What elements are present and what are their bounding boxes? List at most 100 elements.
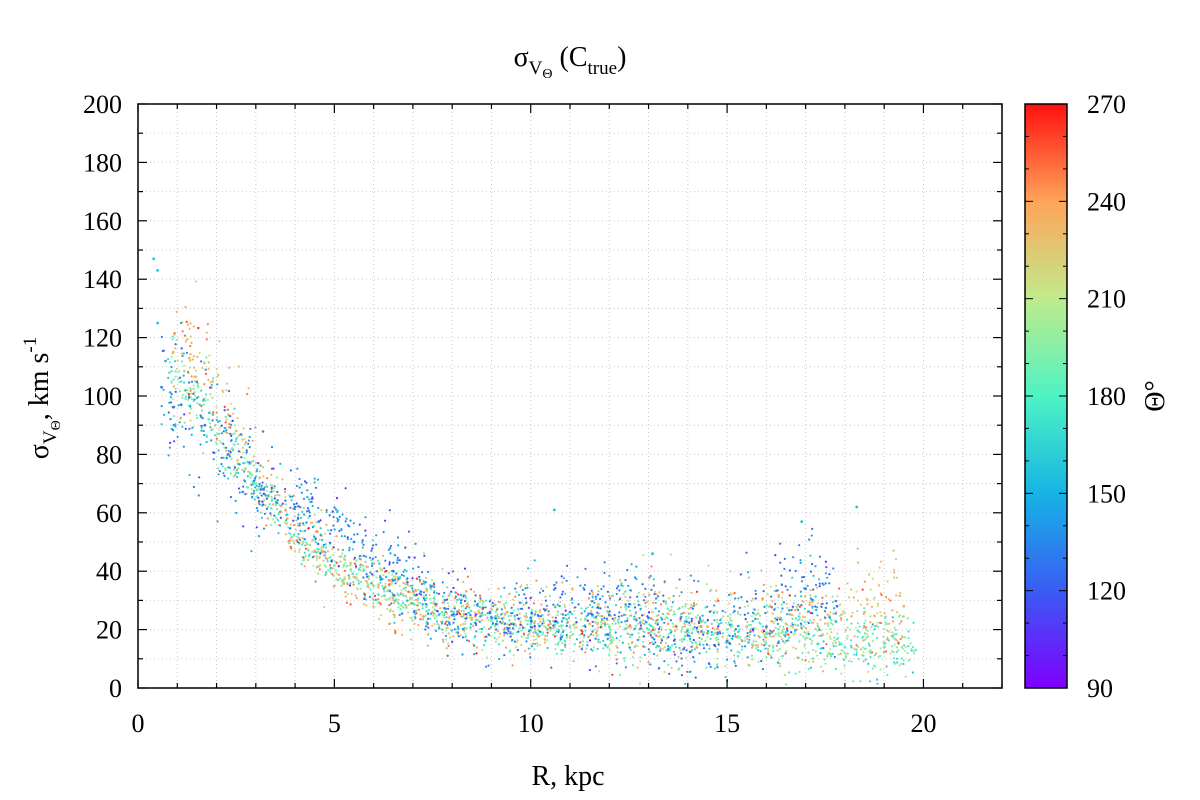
- data-point: [724, 611, 727, 614]
- data-point: [339, 577, 342, 580]
- data-point: [533, 628, 536, 631]
- data-point: [253, 498, 256, 501]
- data-point: [821, 602, 824, 606]
- data-point: [729, 592, 732, 595]
- data-point: [643, 631, 646, 634]
- data-point: [233, 407, 236, 410]
- data-point: [824, 582, 827, 585]
- data-point: [584, 651, 587, 654]
- data-point: [525, 615, 528, 618]
- data-point: [902, 615, 905, 618]
- data-point: [433, 596, 436, 599]
- data-point: [740, 638, 743, 641]
- data-point: [494, 640, 497, 643]
- data-point: [296, 516, 299, 519]
- data-point: [733, 654, 736, 657]
- data-point: [220, 432, 223, 435]
- data-point: [627, 599, 630, 603]
- data-point: [799, 633, 802, 636]
- data-point: [411, 577, 414, 580]
- data-point: [556, 627, 559, 631]
- data-point: [223, 446, 226, 449]
- data-point: [361, 539, 364, 542]
- data-point: [679, 649, 682, 652]
- colorbar-tick-label: 150: [1087, 479, 1126, 508]
- data-point: [156, 269, 160, 272]
- data-point: [352, 580, 355, 584]
- data-point: [589, 612, 592, 615]
- data-point: [252, 492, 255, 495]
- data-point: [868, 650, 871, 653]
- data-point: [307, 509, 310, 512]
- data-point: [397, 578, 400, 581]
- data-point: [656, 654, 659, 657]
- data-point: [740, 596, 743, 599]
- data-point: [871, 667, 874, 670]
- data-point: [448, 615, 451, 618]
- data-point: [873, 614, 876, 617]
- data-point: [444, 638, 447, 641]
- data-point: [270, 490, 273, 493]
- data-point: [211, 396, 214, 399]
- data-point: [634, 612, 637, 615]
- data-point: [626, 617, 629, 620]
- data-point: [174, 425, 177, 428]
- data-point: [746, 631, 749, 635]
- data-point: [739, 573, 743, 576]
- data-point: [825, 643, 828, 646]
- data-point: [784, 631, 788, 634]
- data-point: [393, 621, 396, 624]
- data-point: [233, 432, 236, 435]
- data-point: [839, 652, 842, 655]
- data-point: [877, 625, 880, 628]
- data-point: [204, 393, 207, 396]
- data-point: [649, 663, 652, 666]
- data-point: [654, 597, 658, 600]
- data-point: [258, 503, 261, 506]
- data-point: [599, 615, 602, 618]
- data-point: [342, 582, 345, 586]
- data-point: [751, 658, 754, 661]
- data-point: [293, 533, 296, 536]
- data-point: [484, 639, 487, 642]
- data-point: [812, 588, 815, 591]
- data-point: [601, 622, 604, 625]
- data-point: [641, 614, 644, 617]
- data-point: [593, 621, 596, 624]
- data-point: [689, 574, 693, 577]
- data-point: [379, 603, 382, 606]
- data-point: [745, 551, 748, 554]
- data-point: [869, 588, 872, 591]
- data-point: [725, 639, 729, 643]
- data-point: [893, 571, 896, 574]
- data-point: [852, 653, 856, 656]
- data-point: [733, 605, 736, 608]
- data-point: [559, 638, 562, 641]
- data-point: [525, 636, 528, 639]
- data-point: [635, 577, 638, 581]
- data-point: [262, 492, 265, 495]
- data-point: [337, 548, 340, 551]
- data-point: [824, 662, 827, 665]
- data-point: [780, 610, 783, 613]
- data-point: [871, 623, 874, 626]
- data-point: [624, 603, 627, 606]
- data-point: [635, 565, 638, 568]
- data-point: [831, 595, 834, 598]
- data-point: [783, 567, 786, 571]
- data-point: [771, 644, 775, 647]
- data-point: [510, 606, 513, 609]
- data-point: [820, 634, 823, 637]
- data-point: [825, 632, 829, 635]
- data-point: [673, 634, 676, 638]
- data-point: [672, 625, 675, 628]
- data-point: [234, 429, 238, 433]
- data-point: [393, 616, 396, 619]
- data-point: [319, 519, 322, 522]
- data-point: [511, 598, 515, 601]
- data-point: [868, 680, 872, 683]
- data-point: [856, 610, 859, 613]
- data-point: [628, 614, 631, 617]
- data-point: [192, 485, 195, 489]
- data-point: [553, 635, 556, 638]
